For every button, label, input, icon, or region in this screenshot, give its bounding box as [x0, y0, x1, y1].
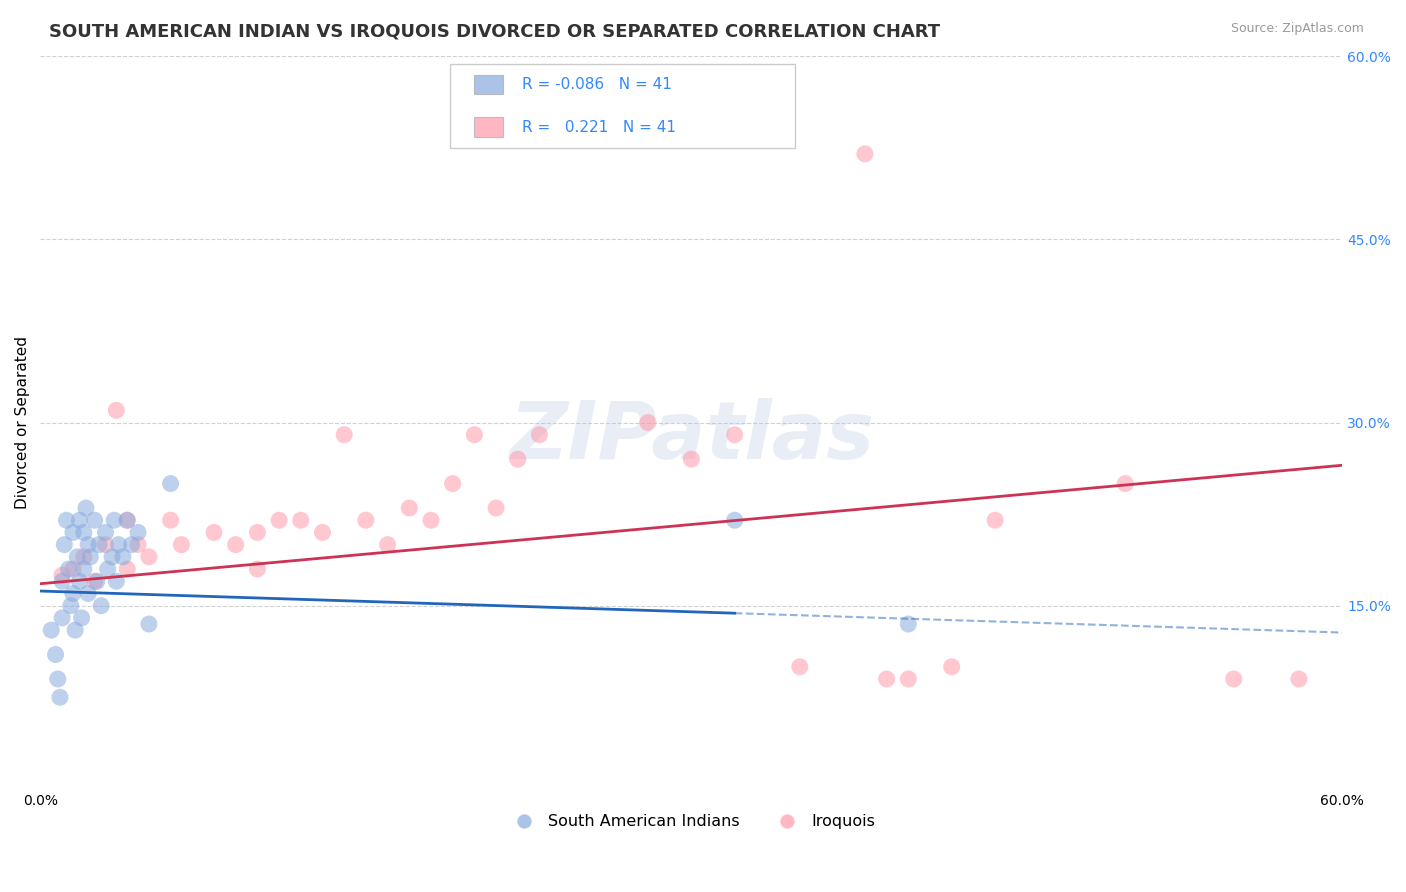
Point — [90, 599, 112, 613]
Point — [49, 690, 72, 705]
Point — [115, 513, 138, 527]
Point — [53, 538, 76, 552]
Point — [853, 147, 876, 161]
Point — [101, 549, 124, 564]
Point — [115, 562, 138, 576]
FancyBboxPatch shape — [474, 118, 502, 136]
Point — [506, 452, 529, 467]
Point — [75, 501, 97, 516]
Point — [876, 672, 898, 686]
Point — [107, 538, 129, 552]
Point — [77, 586, 100, 600]
Point — [170, 538, 193, 552]
Point — [58, 562, 80, 576]
Point — [62, 562, 84, 576]
Point — [267, 513, 290, 527]
Point — [127, 538, 149, 552]
Point — [62, 525, 84, 540]
Point — [121, 538, 143, 552]
Text: R =   0.221   N = 41: R = 0.221 N = 41 — [522, 120, 676, 135]
Point — [290, 513, 312, 527]
Point — [354, 513, 377, 527]
Point — [1114, 476, 1136, 491]
Point — [83, 513, 105, 527]
Point — [63, 623, 86, 637]
Point — [159, 476, 181, 491]
Point — [79, 549, 101, 564]
Legend: South American Indians, Iroquois: South American Indians, Iroquois — [502, 808, 882, 836]
Point — [984, 513, 1007, 527]
Y-axis label: Divorced or Separated: Divorced or Separated — [15, 336, 30, 509]
Point — [377, 538, 399, 552]
Point — [485, 501, 508, 516]
Point — [105, 403, 128, 417]
FancyBboxPatch shape — [474, 75, 502, 95]
Point — [51, 611, 73, 625]
Point — [724, 427, 747, 442]
Point — [681, 452, 703, 467]
Point — [398, 501, 420, 516]
Point — [69, 574, 91, 589]
Point — [105, 574, 128, 589]
Point — [77, 538, 100, 552]
Point — [529, 427, 551, 442]
Point — [159, 513, 181, 527]
Point — [69, 513, 91, 527]
Point — [51, 574, 73, 589]
Point — [441, 476, 464, 491]
Point — [138, 549, 160, 564]
Point — [73, 549, 96, 564]
Point — [59, 599, 82, 613]
Point — [83, 574, 105, 589]
Point — [45, 648, 67, 662]
Point — [897, 672, 920, 686]
Point — [66, 549, 89, 564]
Text: R = -0.086   N = 41: R = -0.086 N = 41 — [522, 78, 672, 92]
Text: SOUTH AMERICAN INDIAN VS IROQUOIS DIVORCED OR SEPARATED CORRELATION CHART: SOUTH AMERICAN INDIAN VS IROQUOIS DIVORC… — [49, 22, 941, 40]
Point — [94, 525, 117, 540]
Point — [86, 574, 108, 589]
Point — [420, 513, 443, 527]
Point — [1223, 672, 1246, 686]
Point — [39, 623, 62, 637]
Point — [225, 538, 247, 552]
Point — [637, 416, 659, 430]
Point — [55, 513, 77, 527]
Point — [246, 525, 269, 540]
Point — [127, 525, 149, 540]
Point — [202, 525, 225, 540]
Point — [51, 568, 73, 582]
Point — [897, 617, 920, 632]
Point — [246, 562, 269, 576]
Point — [103, 513, 125, 527]
Point — [463, 427, 485, 442]
Point — [111, 549, 134, 564]
Point — [941, 659, 963, 673]
Point — [97, 562, 120, 576]
Point — [70, 611, 93, 625]
Point — [311, 525, 333, 540]
Point — [73, 525, 96, 540]
Point — [94, 538, 117, 552]
Text: ZIPatlas: ZIPatlas — [509, 398, 875, 476]
Point — [73, 562, 96, 576]
FancyBboxPatch shape — [450, 63, 796, 148]
Point — [46, 672, 69, 686]
Point — [115, 513, 138, 527]
Point — [724, 513, 747, 527]
Text: Source: ZipAtlas.com: Source: ZipAtlas.com — [1230, 22, 1364, 36]
Point — [789, 659, 811, 673]
Point — [62, 586, 84, 600]
Point — [333, 427, 356, 442]
Point — [1288, 672, 1310, 686]
Point — [87, 538, 110, 552]
Point — [138, 617, 160, 632]
